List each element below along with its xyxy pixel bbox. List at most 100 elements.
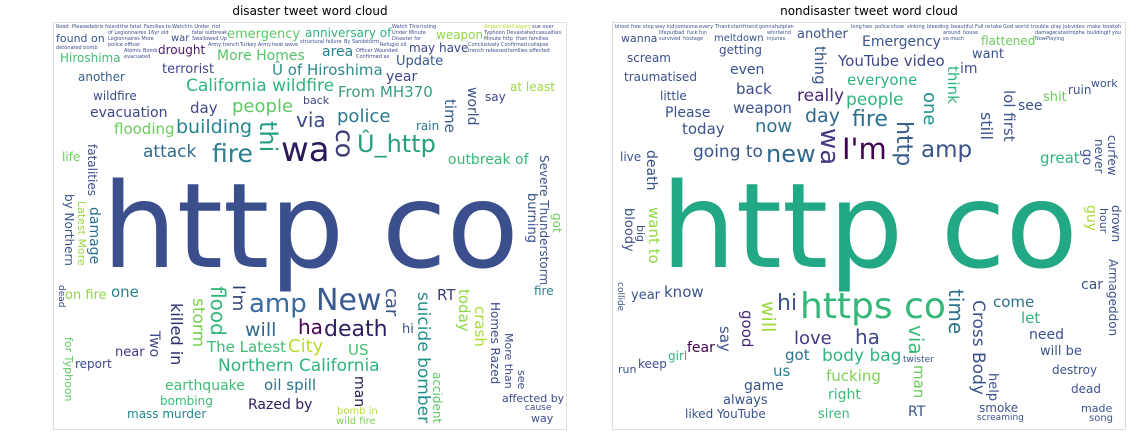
word-by-sandstorm: By Sandstorm: [344, 39, 380, 45]
word-curfew: curfew: [1105, 135, 1119, 176]
word-update: Update: [396, 54, 444, 69]
word-evacuation: evacuation: [90, 105, 168, 121]
word-fucking: fucking: [826, 367, 881, 385]
word-emergency: Emergency: [862, 34, 941, 50]
word-see: see: [1018, 98, 1043, 114]
word-fire: fire: [534, 284, 554, 298]
word-hostage: hostage: [683, 36, 704, 42]
word-game: game: [744, 378, 784, 394]
word-traumatised: traumatised: [624, 70, 697, 84]
word-turkey-army: Turkey Army: [240, 42, 272, 48]
word-big: big: [634, 225, 647, 243]
word-thing: thing: [811, 46, 829, 85]
word-back: back: [303, 94, 330, 107]
word-families-affected: families affected: [508, 48, 550, 54]
word-please: Please: [72, 24, 89, 30]
word-help: help: [985, 373, 1000, 402]
word-bloody: bloody: [621, 208, 636, 252]
word-someone: someone: [675, 24, 698, 30]
word-riot: riot: [212, 24, 221, 30]
word-people: people: [232, 96, 294, 117]
word-come: come: [993, 293, 1035, 311]
word-every: every: [699, 24, 714, 30]
word-back: back: [736, 80, 772, 98]
word-car: car: [1081, 277, 1104, 293]
word-of-hiroshima: Û of Hiroshima: [272, 61, 383, 79]
word-youtube-video: YouTube video: [838, 52, 945, 70]
word-under-minute: Under Minute: [392, 30, 426, 36]
word-flooding: flooding: [114, 120, 175, 138]
word-police: police: [875, 24, 890, 30]
word-ha: ha: [298, 315, 323, 339]
word-officer-wounded: Officer Wounded: [356, 48, 398, 54]
word-amp: amp: [249, 289, 307, 319]
word-anniversary-of: anniversary of: [305, 26, 392, 40]
word-let: let: [1021, 309, 1041, 327]
word-world: world: [1015, 24, 1029, 30]
word-really: really: [797, 86, 844, 106]
word-way: way: [655, 24, 666, 30]
word-run: run: [618, 363, 637, 376]
word-take: take: [991, 24, 1002, 30]
word-day: day: [805, 105, 840, 127]
word-minute-http: Minute http: [484, 36, 513, 42]
word-http: http: [891, 121, 916, 167]
word-today: today: [682, 120, 725, 138]
word-want-to: want to: [645, 207, 663, 264]
word-wild-fire: wild fire: [336, 416, 376, 427]
word-keep: keep: [638, 357, 667, 371]
word-meltdown: meltdown: [714, 33, 764, 44]
word-injuries: injuries: [767, 36, 786, 42]
word-death: death: [324, 317, 388, 342]
word-fun: fun: [699, 30, 708, 36]
word-liked-youtube: liked YouTube: [685, 407, 766, 421]
word-more-homes: More Homes: [217, 48, 305, 64]
word-going-to: going to: [693, 142, 763, 162]
word-got: got: [785, 346, 810, 364]
word-fatal-outbreak: fatal outbreak: [192, 30, 228, 36]
word-severe-thunderstorm: Severe Thunderstorm: [537, 155, 551, 286]
word-attack: attack: [143, 142, 197, 162]
word-dead: dead: [56, 285, 66, 308]
word-us: US: [348, 341, 369, 359]
word-new: new: [766, 140, 816, 168]
word-co: co: [330, 129, 359, 159]
word-wanna: wanna: [621, 32, 658, 45]
word-gonna: gonna: [759, 24, 775, 30]
word-bomb-in: bomb in: [337, 406, 378, 417]
word-show: show: [891, 24, 904, 30]
word-structural-failure: structural failure: [300, 39, 342, 45]
word-near: near: [115, 345, 145, 360]
word-around: around: [943, 30, 961, 36]
word-friend: friend: [743, 24, 758, 30]
word-casualties: casualties: [536, 30, 562, 36]
word-the-fatal: the fatal: [120, 24, 142, 30]
word-think: think: [944, 66, 962, 104]
word-for-typhoon: for Typhoon: [62, 337, 75, 402]
word-blood: blood: [615, 24, 629, 30]
word-if-you: If you: [1107, 30, 1122, 36]
word-live: live: [620, 150, 642, 164]
word-ha: ha: [855, 325, 880, 349]
word-heat-wave: heat wave: [272, 42, 299, 48]
word-by-northern: by Northern: [62, 194, 76, 266]
word-drought: drought: [158, 43, 206, 57]
word-hi: hi: [777, 291, 798, 316]
word-stop: stop: [643, 24, 654, 30]
word-please: Please: [665, 105, 711, 121]
word-rain: rain: [416, 119, 440, 133]
word-cause: cause: [525, 403, 552, 413]
word-police-officer: police officer: [108, 42, 141, 48]
word-police: police: [337, 106, 391, 127]
word-car: car: [381, 288, 402, 317]
nondisaster-word-cloud: http co https co I'm wa new amp http fire hi ha ti…: [612, 22, 1126, 430]
word-go: go: [1079, 149, 1094, 166]
word-whirlwind: whirlwind: [767, 30, 791, 36]
word-time: time: [944, 289, 968, 335]
word-hot: hot: [775, 24, 784, 30]
word-armageddon: Armageddon: [1106, 259, 1120, 337]
word-so-much: so much: [943, 36, 965, 42]
word-im: im: [960, 61, 978, 77]
word-http: Û_http: [357, 130, 436, 158]
word-will: will: [245, 319, 277, 341]
